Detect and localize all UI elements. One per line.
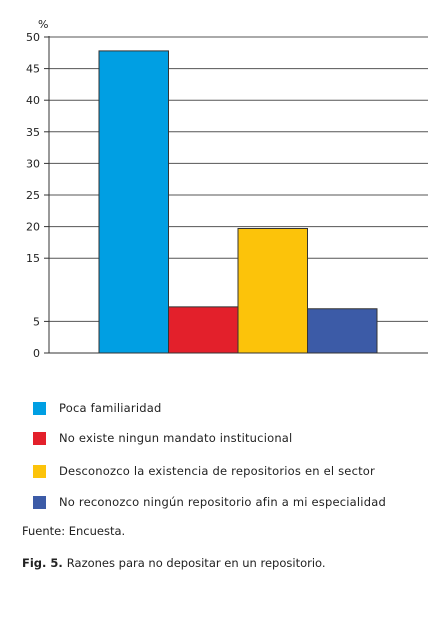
figure-caption-text: Razones para no depositar en un reposito…	[66, 556, 326, 570]
y-tick-label: 40	[26, 94, 40, 107]
legend-swatch	[33, 401, 46, 415]
y-tick-label: 45	[26, 63, 40, 76]
legend-label: No reconozco ningún repositorio afin a m…	[59, 495, 386, 509]
y-tick-label: 15	[26, 252, 40, 265]
y-tick-label: 20	[26, 221, 40, 234]
legend-item-poca-familiaridad: Poca familiaridad	[33, 398, 162, 418]
bar-chart: % 0 5 15 20 25 30 35 40 45 50	[26, 18, 428, 360]
y-axis-label: %	[38, 18, 48, 31]
legend-item-desconozco-repositorios: Desconozco la existencia de repositorios…	[33, 461, 375, 481]
bar-4	[307, 308, 378, 354]
bars	[98, 50, 378, 354]
legend-label: Desconozco la existencia de repositorios…	[59, 464, 375, 478]
legend-label: No existe ningun mandato institucional	[59, 431, 293, 445]
legend-swatch	[33, 431, 46, 445]
y-tick-label: 25	[26, 189, 40, 202]
bar-3	[237, 227, 308, 354]
y-tick-label: 30	[26, 157, 40, 170]
legend-item-no-mandato: No existe ningun mandato institucional	[33, 428, 292, 448]
y-tick-label: 35	[26, 126, 40, 139]
source-note: Fuente: Encuesta.	[22, 524, 126, 538]
legend-label: Poca familiaridad	[59, 401, 162, 415]
legend-swatch	[33, 464, 46, 478]
y-tick-label: 50	[26, 31, 40, 44]
bar-1	[98, 50, 169, 354]
figure-caption: Fig. 5. Razones para no depositar en un r…	[22, 556, 326, 570]
y-axis-ticks: 0 5 15 20 25 30 35 40 45 50	[26, 31, 49, 360]
legend-swatch	[33, 495, 46, 509]
y-tick-label: 0	[33, 347, 40, 360]
bar-2	[168, 306, 239, 354]
y-tick-label: 5	[33, 315, 40, 328]
legend-item-no-reconozco-repositorio: No reconozco ningún repositorio afin a m…	[33, 492, 386, 512]
figure-label: Fig. 5.	[22, 556, 63, 570]
